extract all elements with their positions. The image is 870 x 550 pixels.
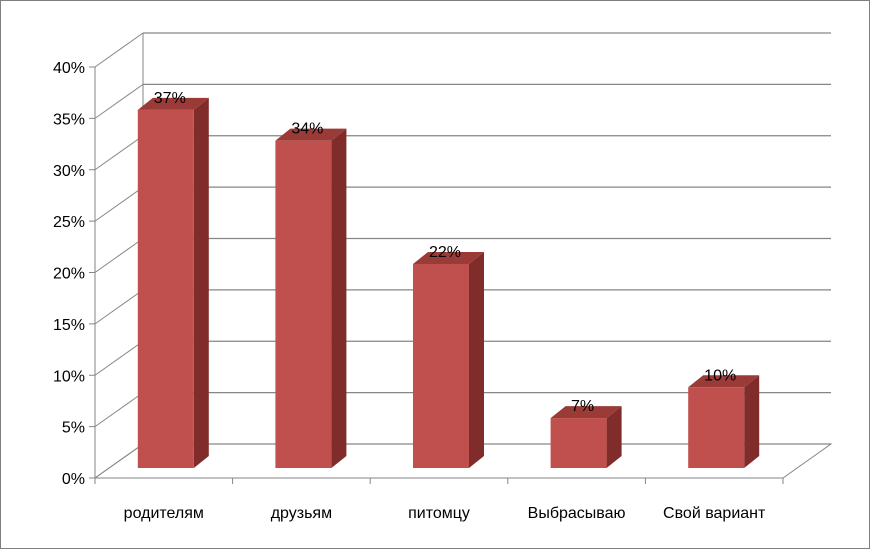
y-tick-label: 10% (53, 368, 85, 385)
data-label: 7% (571, 398, 594, 415)
bar (137, 97, 209, 468)
category-label: друзьям (271, 505, 332, 522)
y-tick-label: 30% (53, 163, 85, 180)
y-tick-label: 20% (53, 266, 85, 283)
bars (137, 97, 760, 468)
bar-front (137, 109, 194, 468)
data-labels: 37% 34% 22% 7% 10% (154, 90, 736, 415)
y-tick-label: 35% (53, 111, 85, 128)
gridline-side (94, 238, 144, 273)
bar-top (550, 406, 622, 419)
data-label: 22% (429, 244, 461, 261)
bar-side (606, 406, 622, 468)
data-label: 34% (291, 121, 323, 138)
category-label: родителям (124, 505, 204, 522)
y-tick-label: 25% (53, 214, 85, 231)
bar-front (550, 418, 607, 468)
bar-top (413, 251, 484, 264)
bar (550, 406, 622, 468)
category-labels: родителям друзьям питомцу Выбрасываю Свой ва… (94, 478, 784, 522)
y-tick-label: 40% (53, 60, 85, 77)
data-label: 10% (704, 367, 736, 384)
y-axis-ticks: 0% 5% 10% 15% 20% 25% 30% 35% 40% (53, 60, 95, 488)
category-label: Свой вариант (663, 505, 766, 522)
bar (275, 128, 347, 468)
gridlines (94, 32, 831, 479)
bar-top (275, 128, 347, 141)
gridline-side (94, 32, 144, 68)
bar-side (193, 97, 209, 468)
y-tick-label: 5% (62, 420, 85, 437)
gridline-side (94, 392, 144, 428)
gridline-side (94, 186, 144, 222)
bar-front (275, 140, 332, 468)
bar-top (688, 375, 760, 388)
gridline-side (94, 135, 144, 171)
y-tick-label: 15% (53, 317, 85, 334)
y-tick-label: 0% (62, 471, 85, 488)
bar (413, 251, 484, 468)
bar (688, 375, 760, 468)
data-label: 37% (154, 90, 186, 107)
bar-side (469, 251, 484, 468)
bar-top (137, 97, 209, 110)
bar-front (413, 263, 469, 468)
gridline-side (94, 443, 144, 479)
bar-front (688, 387, 745, 468)
category-label: питомцу (408, 505, 470, 522)
category-label: Выбрасываю (528, 505, 626, 522)
bar-side (331, 128, 347, 468)
gridline-side (94, 83, 144, 119)
gridline-side (94, 289, 144, 325)
gridline-side (94, 340, 144, 376)
bar-side (744, 375, 760, 468)
